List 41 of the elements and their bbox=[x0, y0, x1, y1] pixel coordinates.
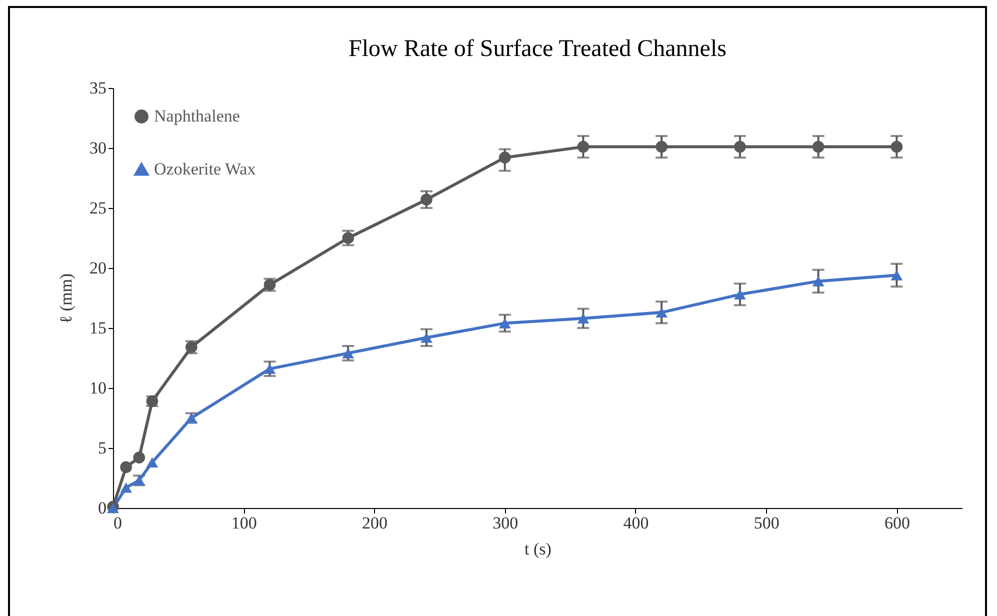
point bbox=[120, 482, 132, 493]
point bbox=[577, 140, 590, 153]
y-tick-label: 10 bbox=[90, 378, 106, 398]
chart-title: Flow Rate of Surface Treated Channels bbox=[348, 36, 726, 62]
point bbox=[420, 332, 432, 343]
y-tick-label: 25 bbox=[90, 198, 106, 218]
y-tick-label: 30 bbox=[90, 138, 106, 158]
x-tick-label: 400 bbox=[623, 514, 649, 532]
legend-label: Ozokerite Wax bbox=[154, 160, 256, 178]
y-tick-label: 5 bbox=[98, 438, 106, 458]
point bbox=[420, 194, 432, 206]
x-tick-label: 300 bbox=[492, 514, 518, 532]
point bbox=[890, 140, 903, 153]
point bbox=[812, 140, 824, 153]
point bbox=[656, 140, 668, 153]
point bbox=[342, 348, 354, 358]
y-tick-label: 35 bbox=[90, 78, 106, 98]
legend-label: Naphthalene bbox=[154, 106, 240, 126]
point bbox=[120, 461, 132, 474]
point bbox=[146, 457, 158, 468]
point bbox=[734, 289, 746, 300]
point bbox=[264, 364, 276, 374]
point bbox=[342, 232, 354, 244]
point bbox=[890, 270, 903, 280]
y-tick-label: 20 bbox=[90, 258, 106, 278]
x-axis-title: t (s) bbox=[524, 540, 552, 558]
point bbox=[656, 307, 668, 318]
x-tick-label: 0 bbox=[114, 514, 122, 532]
x-tick-label: 500 bbox=[754, 514, 780, 532]
y-tick-label: 0 bbox=[98, 498, 106, 518]
x-tick-label: 600 bbox=[884, 514, 910, 532]
point bbox=[498, 318, 511, 328]
y-axis-title: ℓ (mm) bbox=[56, 273, 76, 324]
point bbox=[734, 140, 746, 153]
point bbox=[812, 276, 824, 286]
x-tick-label: 100 bbox=[231, 514, 257, 532]
y-tick-label: 15 bbox=[90, 318, 106, 338]
point bbox=[498, 152, 511, 164]
point bbox=[133, 452, 146, 464]
point bbox=[577, 313, 590, 324]
x-tick-label: 200 bbox=[362, 514, 388, 532]
